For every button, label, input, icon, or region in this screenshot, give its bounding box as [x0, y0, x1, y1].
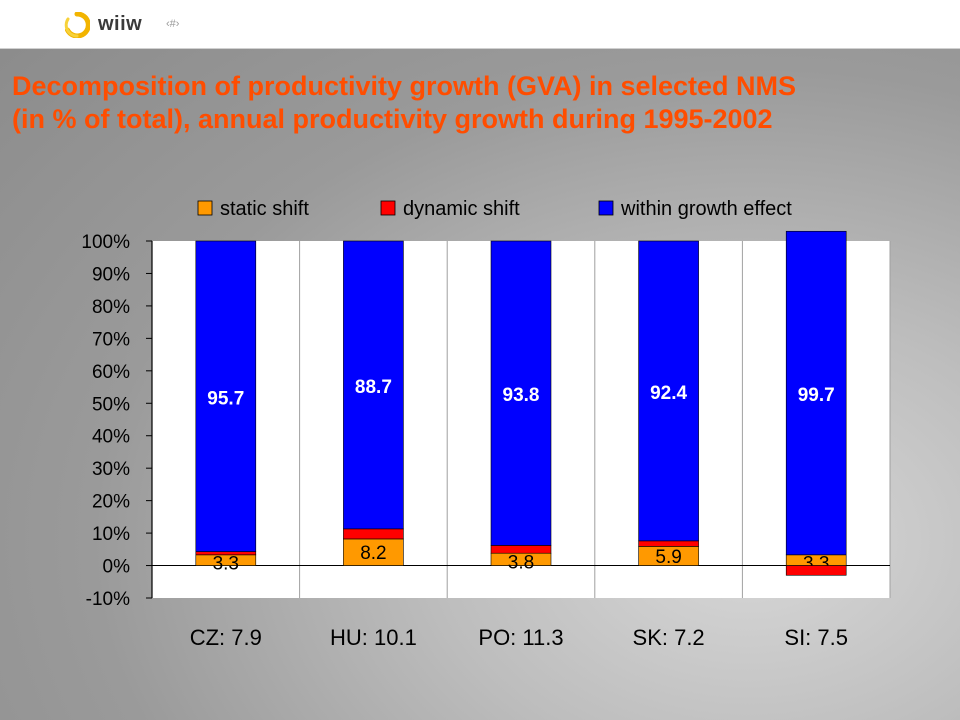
y-tick-label: 80% — [92, 297, 130, 318]
bar-segment — [343, 528, 404, 540]
y-tick-label: 90% — [92, 264, 130, 285]
bar-segment — [638, 240, 699, 542]
y-tick-label: 10% — [92, 524, 130, 545]
legend-swatch — [598, 200, 614, 216]
legend-swatch — [380, 200, 396, 216]
y-tick-label: 50% — [92, 394, 130, 415]
chart-marks: 3.395.78.288.73.893.85.992.43.399.7 — [195, 230, 847, 576]
legend-swatch — [197, 200, 213, 216]
bar-segment — [490, 545, 552, 554]
data-label: 88.7 — [355, 377, 392, 398]
chart-legend: static shift dynamic shift within growth e… — [197, 198, 792, 220]
data-label: 3.3 — [213, 554, 239, 575]
y-tick-label: -10% — [86, 589, 130, 610]
bar-segment — [343, 240, 404, 530]
y-tick-label: 20% — [92, 492, 130, 513]
y-tick-label: 60% — [92, 362, 130, 383]
logo-text: wiiw — [98, 13, 143, 35]
x-tick-label: SK: 7.2 — [633, 625, 705, 650]
bar-segment — [195, 240, 257, 552]
bar-segment — [785, 565, 847, 576]
data-label: 8.2 — [360, 543, 386, 564]
data-label: 5.9 — [655, 547, 681, 568]
data-label: 92.4 — [650, 383, 687, 404]
wiiw-logo-icon — [64, 12, 90, 38]
data-label: 99.7 — [798, 385, 835, 406]
header-bar: wiiw ‹#› — [0, 0, 960, 49]
legend-label: within growth effect — [620, 198, 792, 220]
bar-segment — [343, 538, 404, 566]
x-tick-label: SI: 7.5 — [784, 625, 848, 650]
bar-segment — [490, 240, 552, 546]
bar-segment — [195, 551, 257, 556]
x-tick-label: PO: 11.3 — [478, 625, 563, 650]
bar-segment — [638, 540, 699, 547]
y-tick-label: 0% — [103, 557, 131, 578]
legend-label: static shift — [220, 198, 309, 220]
y-tick-label: 30% — [92, 459, 130, 480]
data-label: 93.8 — [503, 385, 540, 406]
title-line-1: Decomposition of productivity growth (GV… — [12, 71, 797, 101]
legend-label: dynamic shift — [403, 198, 520, 220]
data-label: 95.7 — [207, 388, 244, 409]
y-tick-label: 70% — [92, 329, 130, 350]
slide-title: Decomposition of productivity growth (GV… — [12, 70, 952, 136]
y-tick-label: 40% — [92, 427, 130, 448]
page-number: ‹#› — [166, 18, 180, 30]
data-label: 3.8 — [508, 553, 534, 574]
y-tick-label: 100% — [81, 232, 130, 253]
y-axis: 100% 90% 80% 70% 60% 50% 40% 30% 20% 10% 0% -10% — [81, 232, 153, 610]
bar-segment — [785, 230, 847, 556]
x-tick-label: CZ: 7.9 — [190, 625, 262, 650]
title-line-2: (in % of total), annual productivity gro… — [12, 104, 773, 134]
x-axis: CZ: 7.9 HU: 10.1 PO: 11.3 SK: 7.2 SI: 7.5 — [190, 625, 848, 650]
x-tick-label: HU: 10.1 — [330, 625, 417, 650]
